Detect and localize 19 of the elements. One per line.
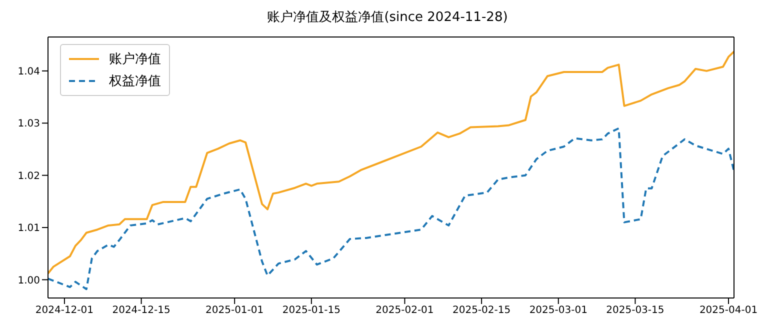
chart-title: 账户净值及权益净值(since 2024-11-28) [266,9,509,27]
line-series [48,127,734,290]
x-tick-label: 2025-02-01 [376,305,434,316]
x-tick-label: 2025-01-01 [206,305,264,316]
y-tick-label: 1.01 [18,223,40,234]
y-tick-label: 1.03 [18,118,40,130]
x-tick-label: 2025-01-15 [282,305,340,316]
y-tick-label: 1.04 [18,66,40,78]
x-tick-label: 2025-02-15 [452,305,511,316]
x-tick-label: 2024-12-01 [35,305,94,316]
y-tick-label: 1.00 [18,275,40,286]
legend-label: 权益净值 [109,73,161,90]
x-tick-label: 2025-04-01 [699,305,758,316]
line-series [48,50,734,274]
x-tick-label: 2025-03-15 [606,305,664,316]
legend-label: 账户净值 [109,51,161,68]
x-tick-label: 2024-12-15 [112,305,170,316]
y-tick-label: 1.02 [18,170,40,182]
x-tick-label: 2025-03-01 [529,305,588,316]
